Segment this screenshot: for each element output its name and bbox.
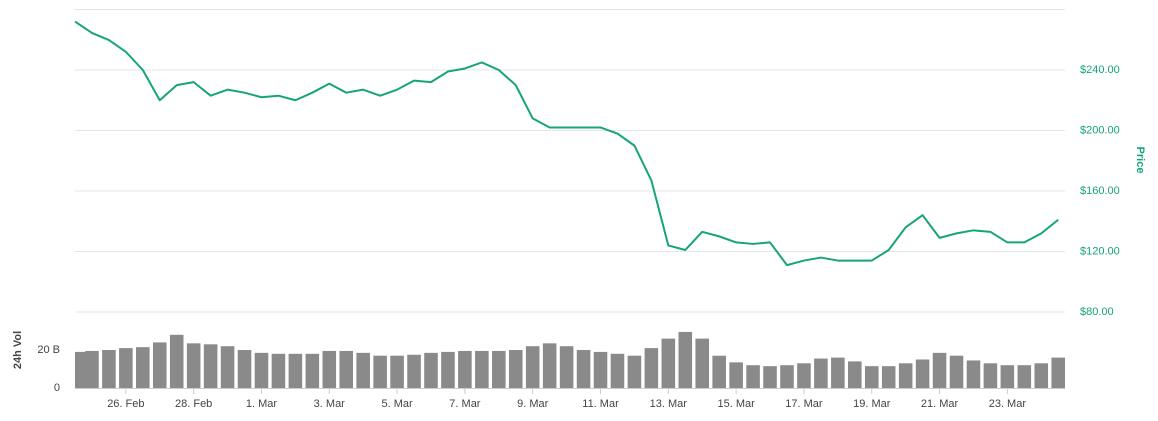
- volume-bar: [559, 346, 574, 388]
- x-tick-label: 23. Mar: [989, 398, 1027, 410]
- volume-bar: [610, 353, 625, 388]
- volume-bar: [458, 350, 472, 388]
- volume-bar: [373, 355, 387, 388]
- volume-bar: [441, 351, 455, 388]
- x-tick-label: 15. Mar: [717, 398, 755, 410]
- y-axis-title: Price: [1134, 147, 1146, 174]
- x-tick-label: 21. Mar: [921, 398, 959, 410]
- y-tick-label: 0: [54, 382, 60, 394]
- volume-bar: [322, 350, 337, 388]
- volume-bar: [390, 355, 404, 388]
- volume-bar: [220, 346, 235, 388]
- volume-bar: [136, 347, 150, 388]
- y-tick-label: $240.00: [1080, 64, 1120, 76]
- volume-bar: [932, 352, 947, 388]
- volume-bar: [831, 357, 845, 388]
- volume-bar: [780, 365, 794, 388]
- volume-bar: [593, 351, 608, 388]
- x-tick-label: 19. Mar: [853, 398, 891, 410]
- volume-bar: [288, 353, 303, 388]
- volume-bar: [152, 342, 167, 388]
- volume-bar: [746, 365, 760, 388]
- volume-bar: [763, 366, 777, 388]
- volume-bar: [949, 355, 964, 388]
- volume-bar: [661, 338, 676, 388]
- volume-bar: [492, 350, 506, 388]
- volume-bar: [356, 352, 370, 388]
- volume-bar: [119, 348, 133, 388]
- volume-bar: [712, 355, 726, 388]
- volume-bar: [475, 350, 489, 388]
- volume-bar: [305, 353, 320, 388]
- volume-bar: [644, 348, 659, 388]
- x-tick-label: 11. Mar: [582, 398, 619, 410]
- volume-bar: [339, 350, 354, 388]
- x-tick-label: 7. Mar: [449, 398, 481, 410]
- volume-bar: [576, 350, 591, 388]
- x-tick-label: 17. Mar: [785, 398, 823, 410]
- volume-bar: [898, 363, 913, 388]
- x-tick-label: 9. Mar: [517, 398, 549, 410]
- volume-bar: [678, 331, 693, 388]
- volume-bar: [848, 361, 862, 388]
- volume-bar: [237, 350, 252, 388]
- volume-bar: [542, 343, 557, 388]
- volume-bar: [1017, 365, 1032, 388]
- y-tick-label: $200.00: [1080, 124, 1120, 136]
- y-tick-label: $120.00: [1080, 245, 1120, 257]
- volume-bar: [814, 358, 828, 388]
- volume-bar: [169, 334, 184, 388]
- volume-bar: [695, 338, 710, 388]
- x-tick-label: 26. Feb: [107, 398, 144, 410]
- y-axis-title: 24h Vol: [12, 331, 24, 369]
- volume-bar: [1051, 357, 1065, 388]
- x-tick-label: 5. Mar: [381, 398, 413, 410]
- volume-bar: [915, 359, 930, 388]
- x-tick-label: 28. Feb: [175, 398, 212, 410]
- volume-bar: [186, 343, 201, 388]
- volume-bar: [881, 366, 896, 388]
- x-tick-label: 13. Mar: [650, 398, 688, 410]
- x-tick-label: 1. Mar: [246, 398, 278, 410]
- y-tick-label: $160.00: [1080, 185, 1120, 197]
- volume-bar: [102, 350, 116, 388]
- volume-bar: [271, 353, 286, 388]
- price-line: [74, 20, 1059, 267]
- volume-bar: [424, 352, 438, 388]
- volume-bar: [508, 350, 523, 388]
- volume-bar: [627, 355, 642, 388]
- volume-bar: [85, 350, 99, 388]
- x-tick-label: 3. Mar: [314, 398, 346, 410]
- volume-bar: [966, 360, 981, 388]
- y-tick-label: $80.00: [1080, 306, 1114, 318]
- volume-bar: [407, 354, 421, 388]
- y-tick-label: 20 B: [37, 344, 60, 356]
- volume-bar: [983, 363, 998, 388]
- volume-bar: [729, 362, 743, 388]
- volume-bar: [1000, 365, 1015, 388]
- volume-bar: [864, 366, 879, 388]
- volume-bar: [203, 344, 218, 388]
- volume-bar: [525, 346, 540, 388]
- volume-bar: [1034, 363, 1049, 388]
- volume-bar: [254, 352, 269, 388]
- volume-bar: [797, 363, 811, 388]
